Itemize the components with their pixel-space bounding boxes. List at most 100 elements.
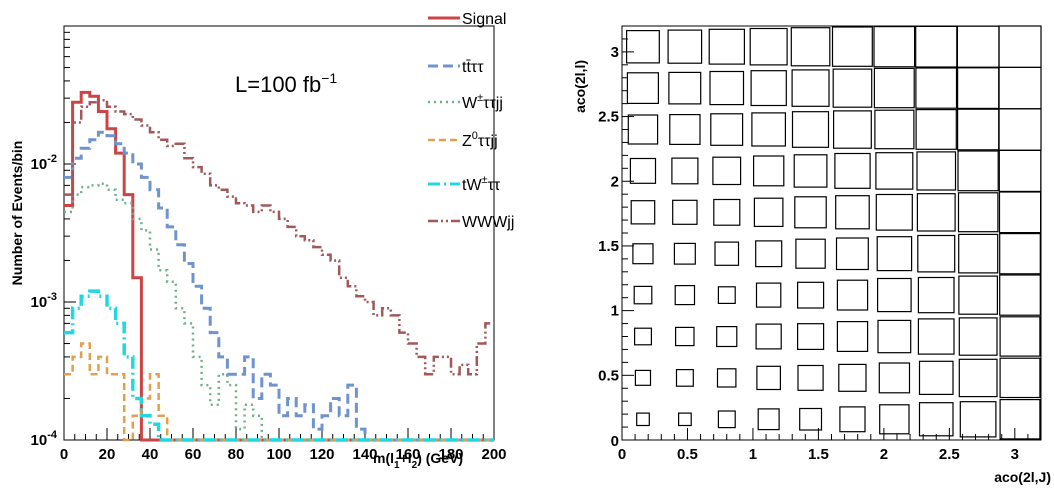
box-cell (673, 242, 696, 265)
x-tick-label: 60 (185, 446, 202, 463)
box-cell (958, 275, 999, 315)
box-cell (717, 286, 736, 304)
box-cell (956, 25, 1000, 68)
box-cell (878, 362, 911, 394)
box-cell (709, 70, 745, 106)
legend-label-2: W±ττjj (462, 92, 503, 112)
legend-label-0: Signal (462, 11, 506, 28)
box-cell (714, 241, 740, 266)
box-cell (834, 152, 871, 189)
box-cell (917, 318, 955, 355)
box-cell (998, 25, 1042, 69)
box-cell (875, 193, 913, 231)
box-histogram-panel: 0 0.5 1 1.5 2 2.5 3 0.5 1 1.5 2 2.5 3 0 aco(2l,l) aco… (572, 25, 1051, 485)
box-cell (918, 402, 954, 437)
box-cell (755, 240, 783, 268)
box-cell (958, 358, 998, 398)
box-cell (795, 238, 826, 269)
box-cell (831, 26, 873, 67)
box-histogram-ticks: 0 0.5 1 1.5 2 2.5 3 0.5 1 1.5 2 2.5 3 0 (598, 25, 1042, 463)
box-cell (757, 408, 780, 431)
box-histogram-frame (621, 25, 1042, 441)
box-cell (876, 277, 912, 313)
box-cell (790, 27, 831, 67)
right-x-tick-label: 3 (1011, 446, 1019, 463)
box-cell (998, 191, 1042, 234)
box-cell (999, 233, 1041, 275)
box-cell (751, 112, 787, 147)
box-histogram-boxes (625, 25, 1042, 440)
right-x-tick-label: 0.5 (677, 446, 698, 463)
x-tick-label: 40 (142, 446, 159, 463)
box-cell (999, 357, 1041, 399)
box-cell (626, 72, 660, 105)
box-cell (794, 196, 827, 229)
right-x-tick-label: 2 (880, 446, 888, 463)
x-tick-label: 20 (99, 446, 116, 463)
box-cell (752, 155, 785, 187)
box-cell (915, 108, 957, 150)
box-cell (916, 193, 956, 232)
right-y-axis-label: aco(2l,l) (572, 60, 588, 113)
right-x-tick-label: 2.5 (939, 446, 960, 463)
box-cell (958, 317, 998, 356)
box-cell (667, 29, 703, 64)
box-cell (625, 30, 660, 64)
y-tick-label: 10-4 (31, 429, 58, 449)
box-cell (918, 360, 954, 395)
box-cell (999, 274, 1041, 316)
y-tick-label: 10-3 (31, 291, 57, 311)
box-cell (999, 399, 1041, 440)
series-line-5 (64, 98, 494, 376)
x-tick-label: 180 (438, 446, 463, 463)
right-y-tick-label: 3 (611, 44, 619, 61)
box-cell (957, 150, 999, 192)
box-cell (674, 285, 696, 306)
legend-label-4: tW±ττ (462, 174, 501, 194)
x-tick-label: 80 (228, 446, 245, 463)
right-y-tick-label: 0.5 (598, 367, 619, 384)
box-cell (832, 110, 872, 149)
right-x-tick-label: 0 (618, 446, 626, 463)
box-cell (750, 70, 787, 107)
box-cell (755, 282, 782, 308)
box-cell (956, 108, 1000, 151)
box-cell (668, 71, 702, 105)
right-y-tick-label: 2 (611, 173, 619, 190)
box-cell (959, 401, 997, 438)
box-cell (627, 114, 659, 145)
x-tick-label: 200 (481, 446, 506, 463)
box-cell (875, 152, 914, 190)
histogram-ticks: 0 20 40 60 80 100 120 140 160 180 200 10-4 10-3 10-2 (31, 31, 507, 463)
box-cell (836, 279, 869, 311)
right-y-tick-label: 2.5 (598, 109, 619, 126)
box-cell (832, 68, 873, 108)
box-cell (957, 192, 999, 233)
box-cell (713, 198, 741, 226)
series-line-4 (64, 289, 494, 442)
x-tick-label: 100 (266, 446, 291, 463)
box-cell (629, 157, 657, 184)
box-cell (915, 25, 958, 68)
x-tick-label: 120 (309, 446, 334, 463)
legend-label-1: tt̄ττ (462, 59, 484, 76)
box-cell (675, 369, 694, 387)
box-cell (636, 412, 650, 427)
histogram-panel: 0 20 40 60 80 100 120 140 160 180 20010-410-310-2 … (9, 11, 514, 471)
legend: Signal tt̄ττ W±ττjj Z0ττjj tW±ττ WWWjj (428, 11, 514, 231)
box-cell (749, 27, 788, 66)
right-y-tick-label: 1 (611, 303, 619, 320)
box-cell (796, 281, 825, 309)
box-cell (633, 285, 653, 305)
box-cell (708, 28, 746, 65)
box-cell (791, 111, 830, 148)
box-cell (873, 67, 915, 109)
box-cell (716, 368, 737, 388)
x-tick-label: 0 (60, 446, 68, 463)
box-cell (958, 233, 999, 274)
box-cell (793, 154, 828, 188)
box-cell (669, 113, 701, 145)
right-x-tick-label: 1 (749, 446, 757, 463)
x-axis-label: m(l1+l2) (GeV) (373, 450, 463, 471)
